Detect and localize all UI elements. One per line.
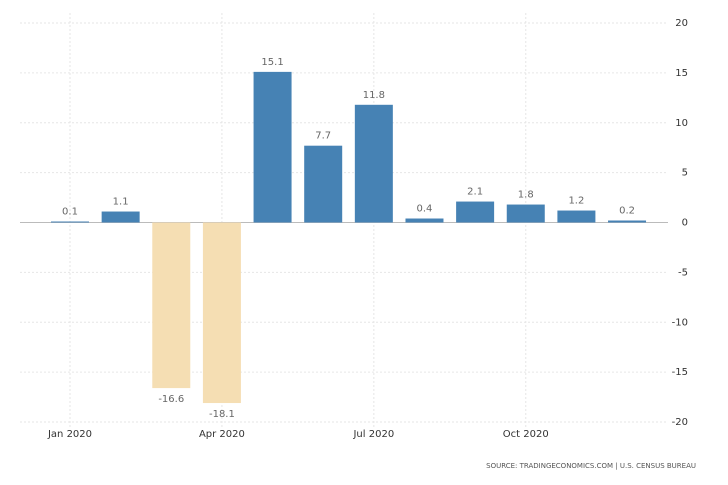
value-label: 0.4 bbox=[417, 204, 433, 215]
y-tick-label: 0 bbox=[682, 218, 688, 229]
y-tick-label: -15 bbox=[672, 367, 688, 378]
y-tick-label: 20 bbox=[675, 18, 688, 29]
y-tick-label: -10 bbox=[672, 317, 688, 328]
bar bbox=[152, 222, 191, 389]
x-tick-label: Jul 2020 bbox=[352, 429, 394, 440]
bar bbox=[456, 201, 495, 223]
y-tick-label: 15 bbox=[675, 68, 688, 79]
y-tick-label: 10 bbox=[675, 118, 688, 129]
x-tick-label: Jan 2020 bbox=[47, 429, 92, 440]
bar bbox=[608, 220, 647, 223]
bar bbox=[354, 104, 393, 223]
value-label: 11.8 bbox=[363, 90, 385, 101]
y-tick-label: 5 bbox=[682, 168, 688, 179]
bar bbox=[253, 71, 292, 223]
bar bbox=[202, 222, 241, 404]
value-label: 2.1 bbox=[467, 187, 483, 198]
value-label: 1.2 bbox=[568, 196, 584, 207]
y-tick-label: -5 bbox=[678, 267, 688, 278]
source-note: SOURCE: TRADINGECONOMICS.COM | U.S. CENS… bbox=[486, 462, 696, 470]
bar bbox=[557, 210, 596, 223]
x-tick-label: Oct 2020 bbox=[503, 429, 549, 440]
value-label: 0.2 bbox=[619, 206, 635, 217]
value-label: -16.6 bbox=[158, 394, 184, 405]
value-label: -18.1 bbox=[209, 409, 235, 420]
value-label: 15.1 bbox=[261, 57, 283, 68]
value-label: 1.1 bbox=[113, 197, 129, 208]
bar bbox=[101, 211, 140, 223]
x-tick-label: Apr 2020 bbox=[199, 429, 245, 440]
value-label: 0.1 bbox=[62, 207, 78, 218]
value-label: 1.8 bbox=[518, 190, 534, 201]
bar bbox=[506, 204, 545, 223]
bar bbox=[51, 221, 89, 223]
bar bbox=[304, 145, 343, 223]
y-tick-label: -20 bbox=[672, 417, 688, 428]
value-label: 7.7 bbox=[315, 131, 331, 142]
bar bbox=[405, 218, 444, 223]
